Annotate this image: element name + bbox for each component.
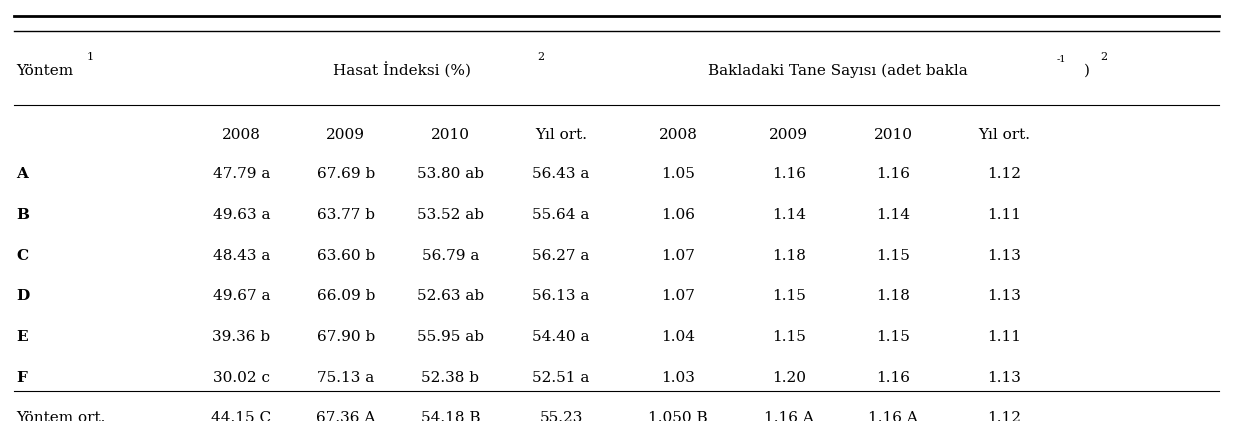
Text: 56.27 a: 56.27 a	[533, 249, 589, 263]
Text: Bakladaki Tane Sayısı (adet bakla: Bakladaki Tane Sayısı (adet bakla	[708, 64, 968, 78]
Text: 2008: 2008	[222, 128, 260, 142]
Text: 56.43 a: 56.43 a	[533, 168, 589, 181]
Text: 1.16 A: 1.16 A	[868, 411, 919, 421]
Text: 67.36 A: 67.36 A	[316, 411, 376, 421]
Text: 1.07: 1.07	[661, 289, 695, 304]
Text: 1: 1	[86, 52, 94, 62]
Text: 75.13 a: 75.13 a	[317, 370, 375, 385]
Text: 52.51 a: 52.51 a	[533, 370, 589, 385]
Text: 1.11: 1.11	[988, 208, 1021, 222]
Text: 1.15: 1.15	[772, 330, 805, 344]
Text: 1.16: 1.16	[877, 370, 910, 385]
Text: Yöntem: Yöntem	[16, 64, 78, 78]
Text: 53.80 ab: 53.80 ab	[417, 168, 483, 181]
Text: Yöntem ort.: Yöntem ort.	[16, 411, 106, 421]
Text: 2009: 2009	[769, 128, 808, 142]
Text: 52.63 ab: 52.63 ab	[417, 289, 485, 304]
Text: 67.90 b: 67.90 b	[317, 330, 375, 344]
Text: D: D	[16, 289, 30, 304]
Text: 1.12: 1.12	[988, 411, 1021, 421]
Text: 2: 2	[1100, 52, 1107, 62]
Text: C: C	[16, 249, 28, 263]
Text: 1.050 B: 1.050 B	[649, 411, 708, 421]
Text: 49.63 a: 49.63 a	[212, 208, 270, 222]
Text: 53.52 ab: 53.52 ab	[417, 208, 483, 222]
Text: -1: -1	[1057, 55, 1067, 64]
Text: ): )	[1084, 64, 1095, 78]
Text: 56.79 a: 56.79 a	[422, 249, 480, 263]
Text: 1.14: 1.14	[772, 208, 805, 222]
Text: 54.18 B: 54.18 B	[420, 411, 480, 421]
Text: 30.02 c: 30.02 c	[213, 370, 270, 385]
Text: 1.05: 1.05	[661, 168, 695, 181]
Text: 1.20: 1.20	[772, 370, 805, 385]
Text: 49.67 a: 49.67 a	[212, 289, 270, 304]
Text: 1.13: 1.13	[988, 370, 1021, 385]
Text: 1.15: 1.15	[877, 249, 910, 263]
Text: 55.64 a: 55.64 a	[533, 208, 589, 222]
Text: 1.18: 1.18	[772, 249, 805, 263]
Text: 66.09 b: 66.09 b	[317, 289, 375, 304]
Text: Yıl ort.: Yıl ort.	[978, 128, 1030, 142]
Text: 47.79 a: 47.79 a	[212, 168, 270, 181]
Text: 1.16: 1.16	[772, 168, 805, 181]
Text: 39.36 b: 39.36 b	[212, 330, 270, 344]
Text: 1.13: 1.13	[988, 289, 1021, 304]
Text: 1.13: 1.13	[988, 249, 1021, 263]
Text: E: E	[16, 330, 28, 344]
Text: 1.07: 1.07	[661, 249, 695, 263]
Text: 54.40 a: 54.40 a	[533, 330, 589, 344]
Text: 2009: 2009	[327, 128, 365, 142]
Text: 1.15: 1.15	[772, 289, 805, 304]
Text: 55.95 ab: 55.95 ab	[417, 330, 483, 344]
Text: 48.43 a: 48.43 a	[212, 249, 270, 263]
Text: 1.15: 1.15	[877, 330, 910, 344]
Text: 56.13 a: 56.13 a	[533, 289, 589, 304]
Text: 1.03: 1.03	[661, 370, 695, 385]
Text: F: F	[16, 370, 27, 385]
Text: 2010: 2010	[430, 128, 470, 142]
Text: 1.12: 1.12	[988, 168, 1021, 181]
Text: B: B	[16, 208, 30, 222]
Text: 1.06: 1.06	[661, 208, 695, 222]
Text: 1.16 A: 1.16 A	[763, 411, 814, 421]
Text: 1.04: 1.04	[661, 330, 695, 344]
Text: 63.60 b: 63.60 b	[317, 249, 375, 263]
Text: 2010: 2010	[874, 128, 912, 142]
Text: 1.16: 1.16	[877, 168, 910, 181]
Text: 2008: 2008	[658, 128, 698, 142]
Text: 63.77 b: 63.77 b	[317, 208, 375, 222]
Text: 1.18: 1.18	[877, 289, 910, 304]
Text: 1.14: 1.14	[877, 208, 910, 222]
Text: 2: 2	[538, 52, 544, 62]
Text: Yıl ort.: Yıl ort.	[535, 128, 587, 142]
Text: 52.38 b: 52.38 b	[422, 370, 480, 385]
Text: A: A	[16, 168, 28, 181]
Text: Hasat İndeksi (%): Hasat İndeksi (%)	[333, 63, 476, 79]
Text: 55.23: 55.23	[540, 411, 583, 421]
Text: 67.69 b: 67.69 b	[317, 168, 375, 181]
Text: 1.11: 1.11	[988, 330, 1021, 344]
Text: 44.15 C: 44.15 C	[211, 411, 271, 421]
